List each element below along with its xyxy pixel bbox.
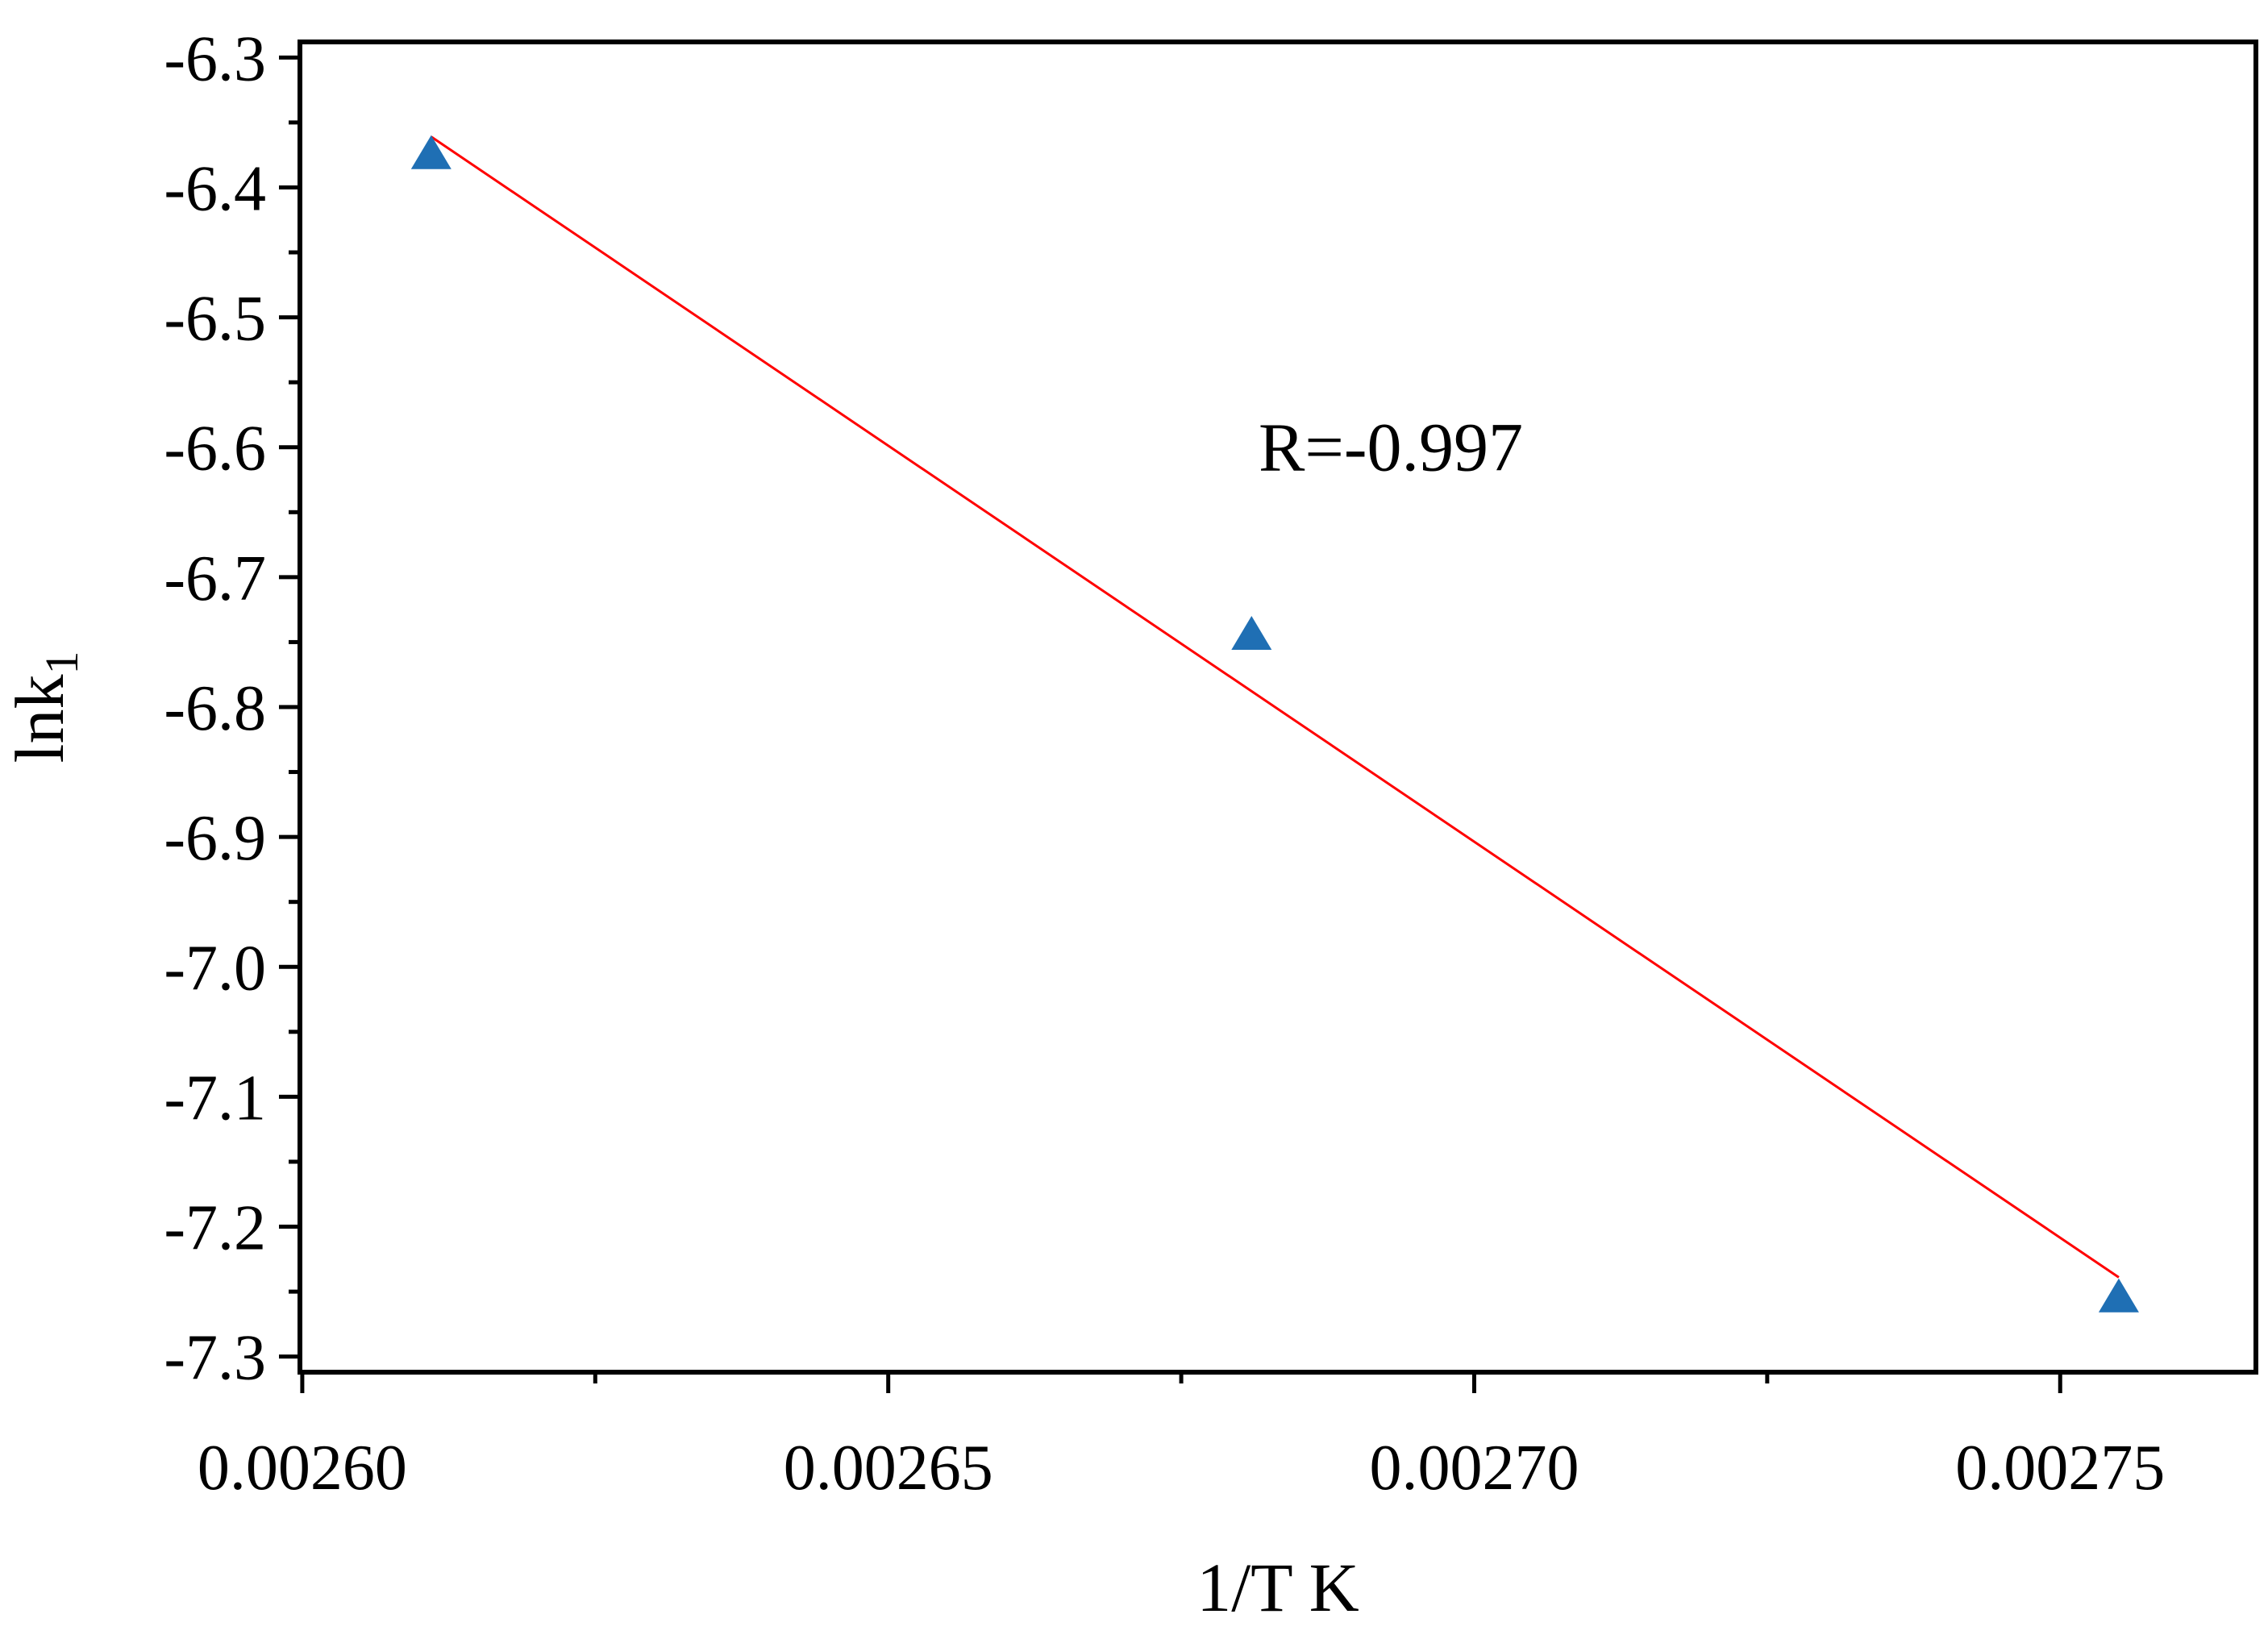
correlation-annotation: R=-0.997 xyxy=(1259,409,1523,486)
x-tick-label: 0.00260 xyxy=(198,1433,407,1504)
y-tick-label: -7.1 xyxy=(164,1063,266,1134)
y-tick-label: -6.7 xyxy=(164,543,266,614)
x-tick-label: 0.00265 xyxy=(784,1433,993,1504)
y-tick-label: -6.5 xyxy=(164,284,266,355)
y-tick-label: -7.2 xyxy=(164,1193,266,1264)
x-tick-label: 0.00270 xyxy=(1369,1433,1579,1504)
y-tick-label: -6.9 xyxy=(164,803,266,874)
y-tick-label: -6.4 xyxy=(164,153,266,224)
y-axis-title-main: lnk xyxy=(1,675,78,763)
x-tick-label: 0.00275 xyxy=(1955,1433,2165,1504)
data-points xyxy=(410,135,2139,1313)
x-axis-title: 1/T K xyxy=(1196,1549,1359,1626)
fit-line-group xyxy=(430,135,2120,1279)
y-tick-label: -6.3 xyxy=(164,23,266,94)
data-point-triangle xyxy=(2098,1278,2139,1313)
fit-line xyxy=(430,135,2120,1279)
y-axis-title: lnk1 xyxy=(1,651,88,763)
y-tick-label: -6.8 xyxy=(164,673,266,744)
y-axis-title-subscript: 1 xyxy=(35,651,88,675)
y-tick-label: -6.6 xyxy=(164,414,266,485)
data-point-triangle xyxy=(1231,615,1272,650)
y-tick-label: -7.3 xyxy=(164,1323,266,1394)
x-axis: 0.00260 0.00265 0.00270 0.00275 xyxy=(198,1372,2165,1504)
y-tick-label: -7.0 xyxy=(164,933,266,1004)
y-axis: -6.3 -6.4 -6.5 -6.6 -6.7 -6.8 -6.9 -7.0 -7.1 -7.2… xyxy=(164,23,300,1394)
data-point-triangle xyxy=(410,135,452,169)
